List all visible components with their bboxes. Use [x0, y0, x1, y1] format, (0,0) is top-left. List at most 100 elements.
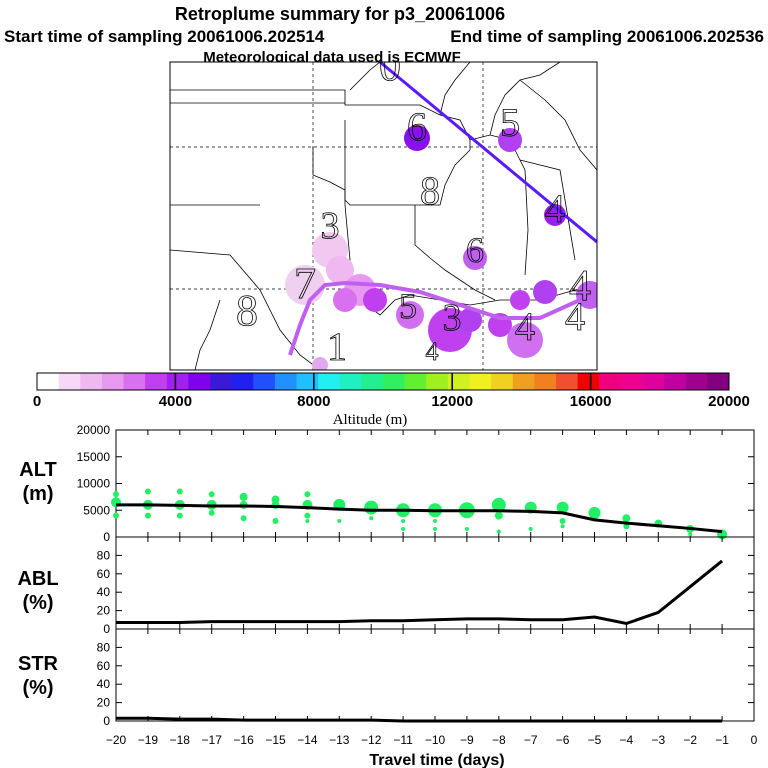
str-series-line	[116, 716, 723, 723]
colorbar-swatch	[253, 373, 276, 390]
day-label-12: 4	[569, 261, 591, 310]
colorbar-swatch	[123, 373, 146, 390]
colorbar-swatch	[491, 373, 514, 390]
str-ytick-label: 40	[97, 677, 111, 691]
alt-series-line	[116, 503, 723, 534]
alt-scatter-point	[208, 491, 215, 498]
colorbar-tick-label: 20000	[708, 393, 750, 410]
colorbar-swatch	[447, 373, 470, 390]
x-tick-label: −9	[460, 733, 474, 747]
colorbar-frame	[36, 372, 730, 391]
alt-ytick-label: 5000	[83, 503, 110, 517]
colorbar-swatch	[383, 373, 406, 390]
x-tick-label: −2	[683, 733, 697, 747]
x-tick-label: −11	[393, 733, 413, 747]
colorbar-swatch	[274, 373, 297, 390]
day-label-10: 3	[443, 297, 462, 339]
alt-scatter-point	[369, 516, 374, 521]
day-label-9: 5	[399, 286, 417, 326]
day-label-15: 4	[426, 337, 439, 366]
abl-ytick-label: 20	[97, 604, 111, 618]
alt-scatter-point	[401, 526, 406, 531]
colorbar-swatch	[296, 373, 319, 390]
trajectory-lines	[288, 62, 597, 356]
alt-scatter-point	[560, 524, 565, 529]
x-tick-label: −19	[138, 733, 159, 747]
day-label-3: 8	[420, 168, 440, 213]
alt-scatter-point	[433, 518, 437, 523]
day-label-1: 6	[407, 104, 427, 149]
alt-scatter-point	[528, 526, 533, 531]
day-label-11: 4	[515, 304, 535, 349]
str-ytick-label: 20	[97, 696, 111, 710]
day-label-4: 4	[545, 186, 565, 231]
x-tick-label: −10	[425, 733, 446, 747]
end-time-label: End time of sampling 20061006.202536	[450, 27, 764, 46]
map-grid	[170, 62, 597, 370]
x-tick-label: −18	[170, 733, 191, 747]
colorbar-tick-label: 0	[33, 393, 41, 410]
alt-scatter-point	[305, 518, 310, 523]
colorbar-swatch	[231, 373, 254, 390]
alt-scatter-point	[688, 532, 693, 537]
x-tick-label: 0	[751, 733, 758, 747]
colorbar-swatch	[361, 373, 384, 390]
x-tick-label: −13	[329, 733, 350, 747]
alt-ytick-label: 10000	[77, 477, 111, 491]
alt-scatter-point	[304, 491, 311, 498]
colorbar-swatch	[404, 373, 427, 390]
alt-ytick-label: 15000	[77, 450, 111, 464]
str-panel-unit: (%)	[22, 677, 53, 699]
x-tick-label: −7	[524, 733, 538, 747]
x-tick-label: −1	[715, 733, 729, 747]
alt-scatter-point	[464, 526, 469, 531]
abl-ytick-label: 40	[97, 585, 111, 599]
alt-scatter-point	[588, 506, 601, 519]
alt-scatter-point	[337, 518, 342, 523]
x-tick-label: −20	[106, 733, 127, 747]
day-label-13: 4	[565, 294, 585, 339]
x-tick-label: −16	[233, 733, 254, 747]
abl-panel: 0 20 40 60 80	[97, 536, 755, 636]
x-tick-label: −5	[588, 733, 602, 747]
abl-series-line	[116, 559, 724, 626]
colorbar-swatch	[577, 373, 600, 390]
colorbar-swatch	[664, 373, 687, 390]
colorbar-swatch	[166, 373, 189, 390]
str-ytick-label: 80	[97, 640, 111, 654]
x-tick-label: −14	[297, 733, 318, 747]
alt-scatter-point	[176, 512, 183, 519]
alt-ytick-label: 0	[103, 530, 110, 544]
day-label-8: 8	[236, 286, 258, 335]
alt-scatter-point	[304, 512, 311, 519]
colorbar-swatch	[599, 373, 622, 390]
alt-scatter-point	[623, 523, 630, 530]
alt-scatter-point	[491, 497, 506, 512]
colorbar-swatch	[210, 373, 233, 390]
colorbar-swatch	[145, 373, 168, 390]
colorbar-swatch	[339, 373, 362, 390]
str-frame	[115, 628, 755, 722]
alt-scatter-point	[208, 509, 215, 516]
colorbar-swatch	[58, 373, 81, 390]
figure-title: Retroplume summary for p3_20061006	[175, 4, 505, 24]
alt-scatter-point	[622, 514, 631, 523]
x-tick-label: −12	[361, 733, 382, 747]
str-ytick-label: 60	[97, 659, 111, 673]
str-panel: 0 20 40 60 80	[97, 628, 755, 728]
state-boundaries	[170, 62, 597, 370]
colorbar-swatch	[101, 373, 124, 390]
x-tick-label: −3	[651, 733, 665, 747]
alt-scatter-point	[494, 511, 503, 520]
colorbar-swatch	[556, 373, 579, 390]
str-ytick-label: 0	[103, 714, 110, 728]
alt-scatter-point	[239, 492, 248, 501]
colorbar-swatch	[188, 373, 211, 390]
abl-ytick-label: 80	[97, 548, 111, 562]
alt-panel-unit: (m)	[22, 483, 53, 505]
colorbar-swatch	[37, 373, 60, 390]
abl-ytick-label: 0	[103, 622, 110, 636]
colorbar-swatch	[707, 373, 730, 390]
alt-scatter-point	[433, 526, 437, 531]
